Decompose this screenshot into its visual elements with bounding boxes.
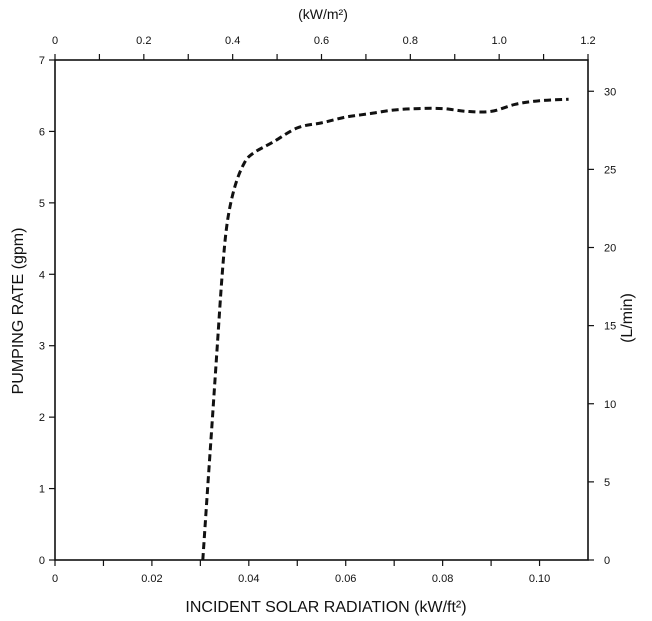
series-layer — [201, 97, 569, 561]
x-tick-label: 0 — [52, 573, 58, 585]
y-tick-label: 2 — [39, 412, 45, 424]
x-tick-label: 0.02 — [141, 573, 162, 585]
x2-axis-title: (kW/m²) — [298, 6, 348, 22]
plot-area — [54, 59, 589, 561]
x2-tick-label: 0.8 — [403, 35, 418, 47]
y-tick-label: 4 — [39, 269, 45, 281]
x2-tick-label: 0.6 — [314, 35, 329, 47]
y2-tick-label: 10 — [604, 399, 616, 411]
y2-tick-label: 0 — [604, 555, 610, 567]
y2-tick-label: 25 — [604, 164, 616, 176]
x-axis-title: INCIDENT SOLAR RADIATION (kW/ft²) — [185, 599, 466, 616]
x-tick-label: 0.10 — [529, 573, 550, 585]
y2-tick-label: 15 — [604, 321, 616, 333]
axis-ticks — [49, 54, 594, 566]
y-tick-label: 3 — [39, 341, 45, 353]
y-axis-title: PUMPING RATE (gpm) — [10, 228, 27, 395]
y-tick-label: 5 — [39, 198, 45, 210]
y2-tick-label: 5 — [604, 477, 610, 489]
x-tick-label: 0.08 — [432, 573, 453, 585]
x2-tick-label: 0 — [52, 35, 58, 47]
x2-tick-label: 0.2 — [136, 35, 151, 47]
pumping-rate-line — [201, 97, 569, 561]
x2-tick-label: 0.4 — [225, 35, 240, 47]
y-tick-label: 6 — [39, 126, 45, 138]
y2-axis-title: (L/min) — [619, 293, 636, 343]
x-tick-label: 0.04 — [238, 573, 259, 585]
plot-border — [54, 59, 589, 561]
y-tick-label: 1 — [39, 484, 45, 496]
x2-tick-label: 1.0 — [492, 35, 507, 47]
x-tick-label: 0.06 — [335, 573, 356, 585]
y2-tick-label: 30 — [604, 86, 616, 98]
x2-tick-label: 1.2 — [580, 35, 595, 47]
y2-tick-label: 20 — [604, 243, 616, 255]
y-tick-label: 7 — [39, 55, 45, 67]
y-tick-label: 0 — [39, 555, 45, 567]
